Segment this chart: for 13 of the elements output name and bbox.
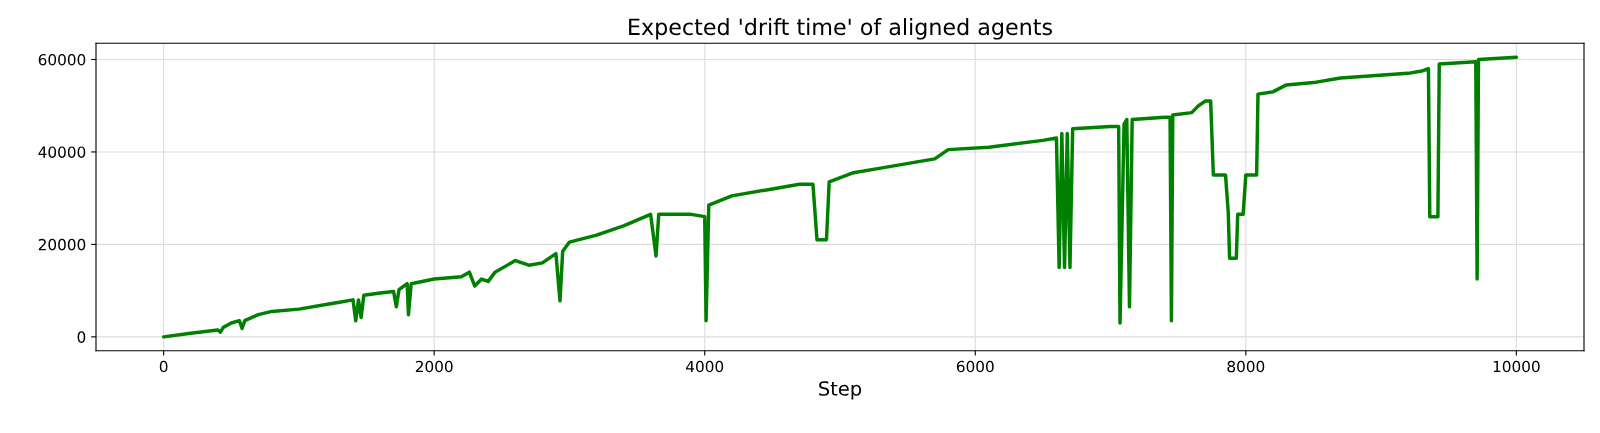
x-tick-label: 10000 <box>1493 360 1540 373</box>
line-series <box>161 55 1519 339</box>
y-tick-label: 20000 <box>38 238 86 251</box>
y-tick-label: 60000 <box>38 53 86 66</box>
x-tick-label: 2000 <box>415 360 453 373</box>
x-axis-title: Step <box>819 381 862 400</box>
y-tick-label: 0 <box>77 331 86 343</box>
chart-title: Expected 'drift time' of aligned agents <box>629 18 1052 40</box>
x-tick-label: 4000 <box>686 360 724 373</box>
x-tick-label: 8000 <box>1227 360 1265 373</box>
x-tick-label: 6000 <box>956 360 994 373</box>
y-tick-label: 40000 <box>38 146 86 158</box>
x-tick-label: 0 <box>159 360 168 373</box>
